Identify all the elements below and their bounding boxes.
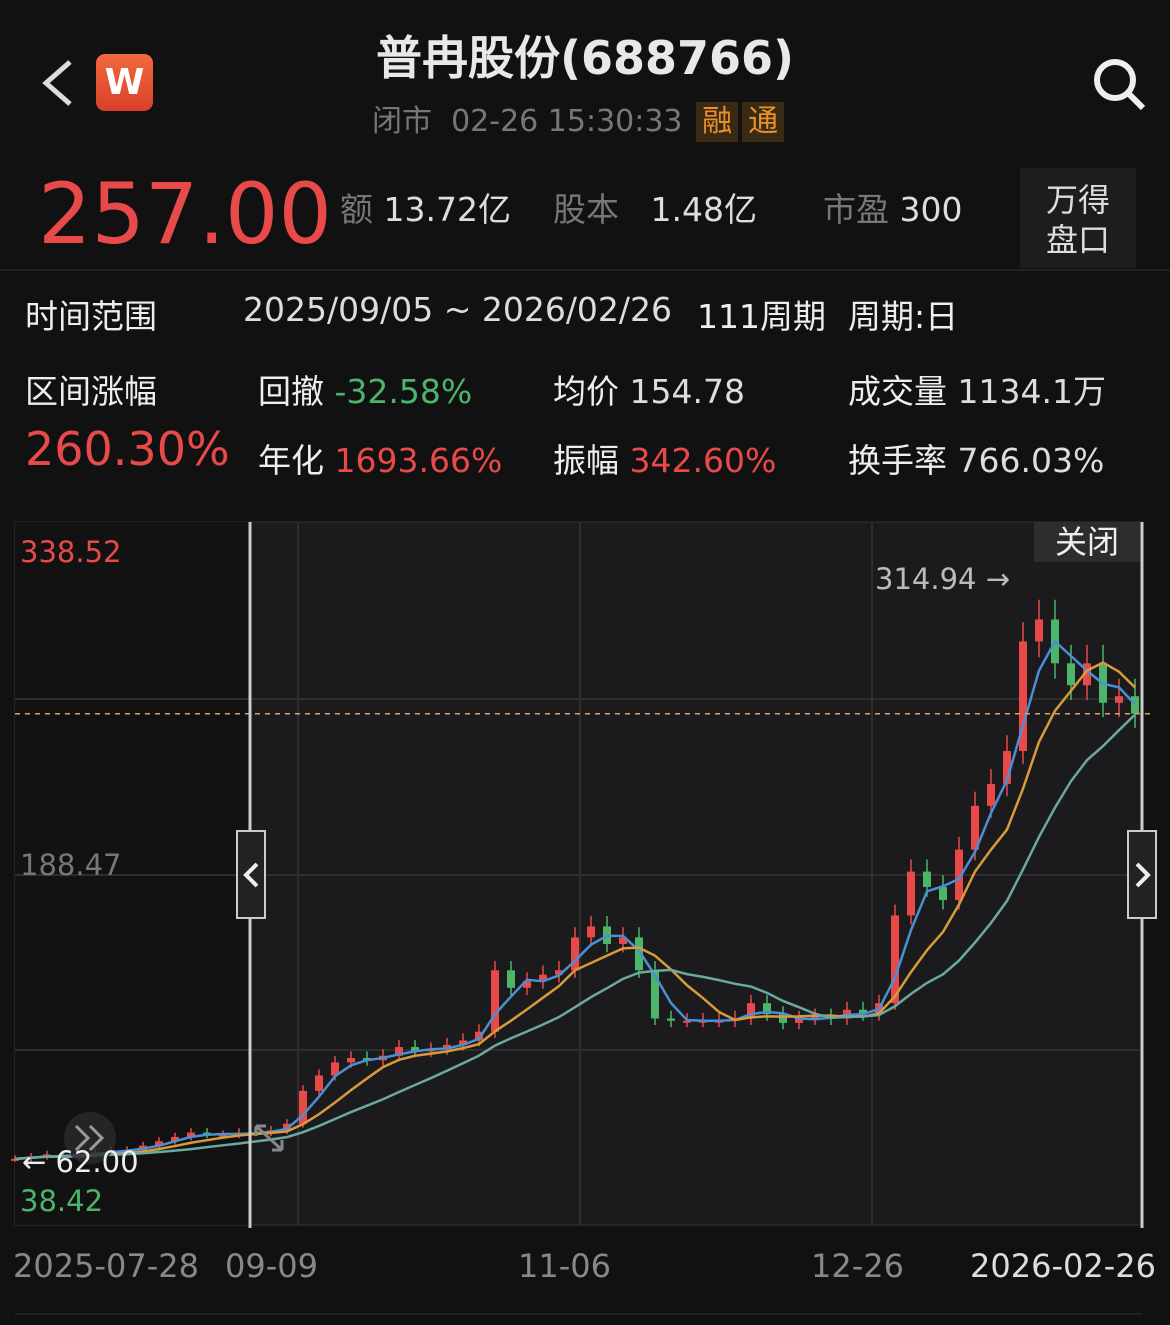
- candle: [347, 1057, 355, 1063]
- x-tick: 09-09: [225, 1247, 318, 1285]
- expand-icon: [254, 1124, 284, 1152]
- y-min-label: 38.42: [20, 1184, 103, 1218]
- time-range-label: 时间范围: [25, 297, 157, 336]
- candle: [1003, 751, 1011, 784]
- candle: [1035, 619, 1043, 642]
- connect-tag: 通: [742, 102, 785, 142]
- x-tick: 2025-07-28: [13, 1247, 199, 1285]
- candle: [859, 1009, 867, 1015]
- candle: [779, 1014, 787, 1023]
- candle: [395, 1047, 403, 1056]
- x-tick: 12-26: [811, 1247, 904, 1285]
- amount-stat: 额 13.72亿: [340, 190, 511, 229]
- volume-stat: 成交量 1134.1万: [848, 372, 1106, 411]
- candle: [539, 974, 547, 982]
- candle: [747, 1003, 755, 1019]
- candle: [459, 1040, 467, 1045]
- pe-stat: 市盈 300: [823, 190, 963, 229]
- candle: [219, 1134, 227, 1137]
- fast-forward-icon: [64, 1112, 116, 1164]
- candle: [923, 871, 931, 887]
- candle: [555, 970, 563, 975]
- candle: [411, 1047, 419, 1052]
- cycle[interactable]: 周期:日: [848, 297, 959, 336]
- candle: [171, 1136, 179, 1142]
- unselected-region: [15, 522, 250, 1225]
- candle: [443, 1044, 451, 1050]
- margin-tag: 融: [696, 102, 739, 142]
- datetime: 02-26 15:30:33: [451, 104, 683, 139]
- candle: [795, 1018, 803, 1023]
- candle: [475, 1031, 483, 1041]
- moving-average-line-3: [14, 713, 1136, 1161]
- change-label: 区间涨幅: [25, 372, 157, 411]
- wind-panel-button[interactable]: 万得盘口: [1020, 168, 1136, 268]
- candle: [811, 1016, 819, 1019]
- current-price: 257.00: [38, 165, 332, 263]
- time-range-value[interactable]: 2025/09/05 ~ 2026/02/26: [243, 290, 673, 329]
- candle: [987, 783, 995, 806]
- candle: [155, 1141, 163, 1146]
- search-icon[interactable]: [1090, 55, 1148, 113]
- amplitude-stat: 振幅 342.60%: [553, 441, 777, 480]
- y-mid-label: 188.47: [20, 848, 121, 882]
- candle: [571, 937, 579, 971]
- avg-stat: 均价 154.78: [553, 372, 745, 411]
- candle: [667, 1018, 675, 1021]
- periods: 111周期: [697, 297, 826, 336]
- back-chevron-icon[interactable]: [40, 58, 76, 108]
- moving-average-line-1: [14, 639, 1136, 1161]
- divider: [0, 269, 1170, 271]
- y-max-label: 338.52: [20, 535, 121, 569]
- divider: [15, 1313, 1142, 1315]
- candle: [299, 1090, 307, 1124]
- status-text: 闭市: [372, 104, 432, 139]
- page-title: 普冉股份(688766): [375, 31, 795, 85]
- candle: [187, 1132, 195, 1137]
- chevron-left-icon: [243, 862, 259, 888]
- x-tick: 2026-02-26: [970, 1247, 1156, 1285]
- turnover-stat: 换手率 766.03%: [848, 441, 1105, 480]
- candle: [1067, 663, 1075, 686]
- candle: [491, 970, 499, 1032]
- candle: [507, 970, 515, 988]
- candle: [955, 849, 963, 901]
- candle: [1131, 696, 1139, 714]
- candle: [1019, 641, 1027, 752]
- change-value: 260.30%: [25, 422, 230, 476]
- candle: [763, 1003, 771, 1015]
- market-status: 闭市 02-26 15:30:33 融通: [372, 96, 785, 142]
- candle: [1083, 663, 1091, 686]
- low-annotation: ← 62.00: [22, 1145, 139, 1179]
- annual-stat: 年化 1693.66%: [258, 441, 503, 480]
- candle: [635, 937, 643, 971]
- wind-logo: W: [96, 54, 153, 111]
- candle: [971, 805, 979, 850]
- candle: [891, 915, 899, 1004]
- candle: [11, 1158, 19, 1161]
- candle: [523, 981, 531, 988]
- moving-average-line-2: [14, 661, 1136, 1161]
- candle: [907, 871, 915, 916]
- candle: [587, 926, 595, 938]
- candle: [331, 1062, 339, 1076]
- candle: [939, 886, 947, 901]
- candle: [619, 937, 627, 944]
- chevron-right-icon: [1135, 862, 1151, 888]
- high-annotation: 314.94 →: [875, 562, 1010, 596]
- drawdown-stat: 回撤 -32.58%: [258, 372, 473, 411]
- candle: [1115, 696, 1123, 703]
- candle: [315, 1075, 323, 1091]
- close-button[interactable]: 关闭: [1034, 522, 1140, 562]
- candle: [283, 1123, 291, 1131]
- left-handle: [236, 830, 266, 919]
- candle: [651, 970, 659, 1019]
- shares-stat: 股本 1.48亿: [553, 190, 757, 229]
- right-handle: [1127, 830, 1157, 919]
- candle: [683, 1020, 691, 1023]
- x-tick: 11-06: [518, 1247, 611, 1285]
